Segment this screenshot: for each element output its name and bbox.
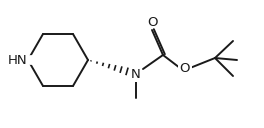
Text: HN: HN [7,54,27,67]
Text: N: N [131,67,141,81]
Text: O: O [147,17,157,29]
Text: O: O [180,61,190,74]
